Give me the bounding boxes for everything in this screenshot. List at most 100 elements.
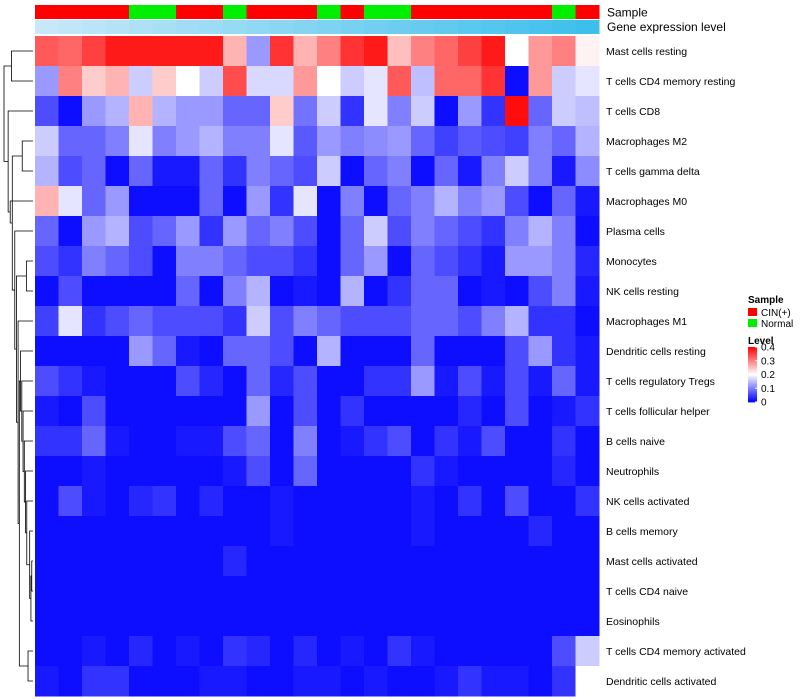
heatmap-cell <box>505 66 529 97</box>
heatmap-cell <box>552 66 576 97</box>
heatmap-cell <box>82 666 106 697</box>
expression-level-annotation-cell <box>129 20 153 34</box>
heatmap-cell <box>528 546 553 577</box>
legend-colorbar-step <box>748 374 757 377</box>
heatmap-cell <box>199 396 224 427</box>
expression-level-annotation-cell <box>35 20 59 34</box>
heatmap-cell <box>129 36 153 67</box>
heatmap-cell <box>411 126 435 157</box>
heatmap-cell <box>176 516 200 547</box>
legend-tick-label: 0.1 <box>761 384 775 395</box>
heatmap-cell <box>176 486 200 517</box>
sample-annotation-cell <box>176 5 200 19</box>
heatmap-cell <box>317 426 341 457</box>
heatmap-cell <box>552 366 576 397</box>
expression-level-annotation-cell <box>82 20 106 34</box>
heatmap-cell <box>82 546 106 577</box>
heatmap-cell <box>129 186 153 217</box>
legend-label-cin: CIN(+) <box>761 308 791 319</box>
legend-colorbar-step <box>748 370 757 373</box>
heatmap-cell <box>270 36 294 67</box>
heatmap-cell <box>82 66 106 97</box>
sample-annotation-cell <box>105 5 130 19</box>
heatmap-cell <box>340 276 365 307</box>
heatmap-cell <box>528 636 553 667</box>
heatmap-cell <box>364 636 388 667</box>
dendrogram-branch <box>9 200 33 224</box>
row-label: T cells CD4 memory activated <box>606 646 746 658</box>
expression-level-annotation-cell <box>575 20 600 34</box>
heatmap-cell <box>199 516 224 547</box>
heatmap-cell <box>152 276 177 307</box>
heatmap-cell <box>105 336 130 367</box>
legend-level-ticks: 0.4 0.3 0.2 0.1 0 <box>755 343 775 409</box>
legend-colorbar-step <box>748 385 757 388</box>
heatmap-cell <box>505 516 529 547</box>
heatmap-cell <box>528 576 553 607</box>
heatmap-cell <box>35 576 59 607</box>
heatmap-cell <box>575 306 600 337</box>
heatmap-cell <box>58 666 83 697</box>
heatmap-cell <box>481 486 506 517</box>
heatmap-cell <box>364 576 388 607</box>
heatmap-cell <box>528 396 553 427</box>
heatmap-cell <box>129 486 153 517</box>
legend: Sample CIN(+) Normal Level 0.4 0.3 0.2 0.1 0 <box>748 295 793 409</box>
heatmap-cell <box>575 486 600 517</box>
heatmap-cell <box>152 366 177 397</box>
heatmap-cell <box>129 426 153 457</box>
heatmap-cell <box>176 366 200 397</box>
expression-level-annotation-cell <box>293 20 318 34</box>
heatmap-cell <box>35 516 59 547</box>
heatmap-cell <box>575 336 600 367</box>
heatmap-cell <box>364 666 388 697</box>
legend-colorbar-step <box>748 392 757 395</box>
heatmap-cell <box>58 456 83 487</box>
expression-level-annotation-cell <box>411 20 435 34</box>
heatmap-cell <box>575 666 600 697</box>
legend-colorbar-step <box>748 399 757 402</box>
heatmap-cell <box>411 336 435 367</box>
heatmap-cell <box>129 126 153 157</box>
heatmap-cell <box>340 486 365 517</box>
heatmap-cell <box>35 636 59 667</box>
heatmap-cell <box>340 516 365 547</box>
heatmap-cell <box>528 666 553 697</box>
heatmap-cell <box>199 96 224 127</box>
heatmap-cell <box>82 426 106 457</box>
heatmap-cell <box>105 126 130 157</box>
heatmap-cell <box>223 96 247 127</box>
legend-colorbar-step <box>748 349 757 352</box>
heatmap-cell <box>481 276 506 307</box>
heatmap-cell <box>434 576 459 607</box>
heatmap-cell <box>35 666 59 697</box>
heatmap-cell <box>575 186 600 217</box>
heatmap-cell <box>82 306 106 337</box>
heatmap-cell <box>364 306 388 337</box>
heatmap-cell <box>270 636 294 667</box>
heatmap-cell <box>505 366 529 397</box>
heatmap-cell <box>552 666 576 697</box>
heatmap-cell <box>82 276 106 307</box>
heatmap-cell <box>575 636 600 667</box>
heatmap-cell <box>434 306 459 337</box>
heatmap-cell <box>105 156 130 187</box>
heatmap-cell <box>105 666 130 697</box>
dendrogram-branch <box>30 575 33 622</box>
expression-level-annotation-cell <box>387 20 412 34</box>
heatmap-cell <box>58 516 83 547</box>
heatmap-cell <box>293 576 318 607</box>
heatmap-cell <box>387 216 412 247</box>
heatmap-cell <box>246 66 271 97</box>
heatmap-cell <box>552 36 576 67</box>
heatmap-cell <box>458 426 482 457</box>
heatmap-cell <box>199 636 224 667</box>
heatmap-cell <box>434 666 459 697</box>
heatmap-cell <box>528 486 553 517</box>
heatmap-cell <box>58 216 83 247</box>
heatmap-cell <box>246 516 271 547</box>
heatmap-cell <box>293 276 318 307</box>
legend-colorbar-step <box>748 378 757 381</box>
legend-colorbar-step <box>748 371 757 374</box>
